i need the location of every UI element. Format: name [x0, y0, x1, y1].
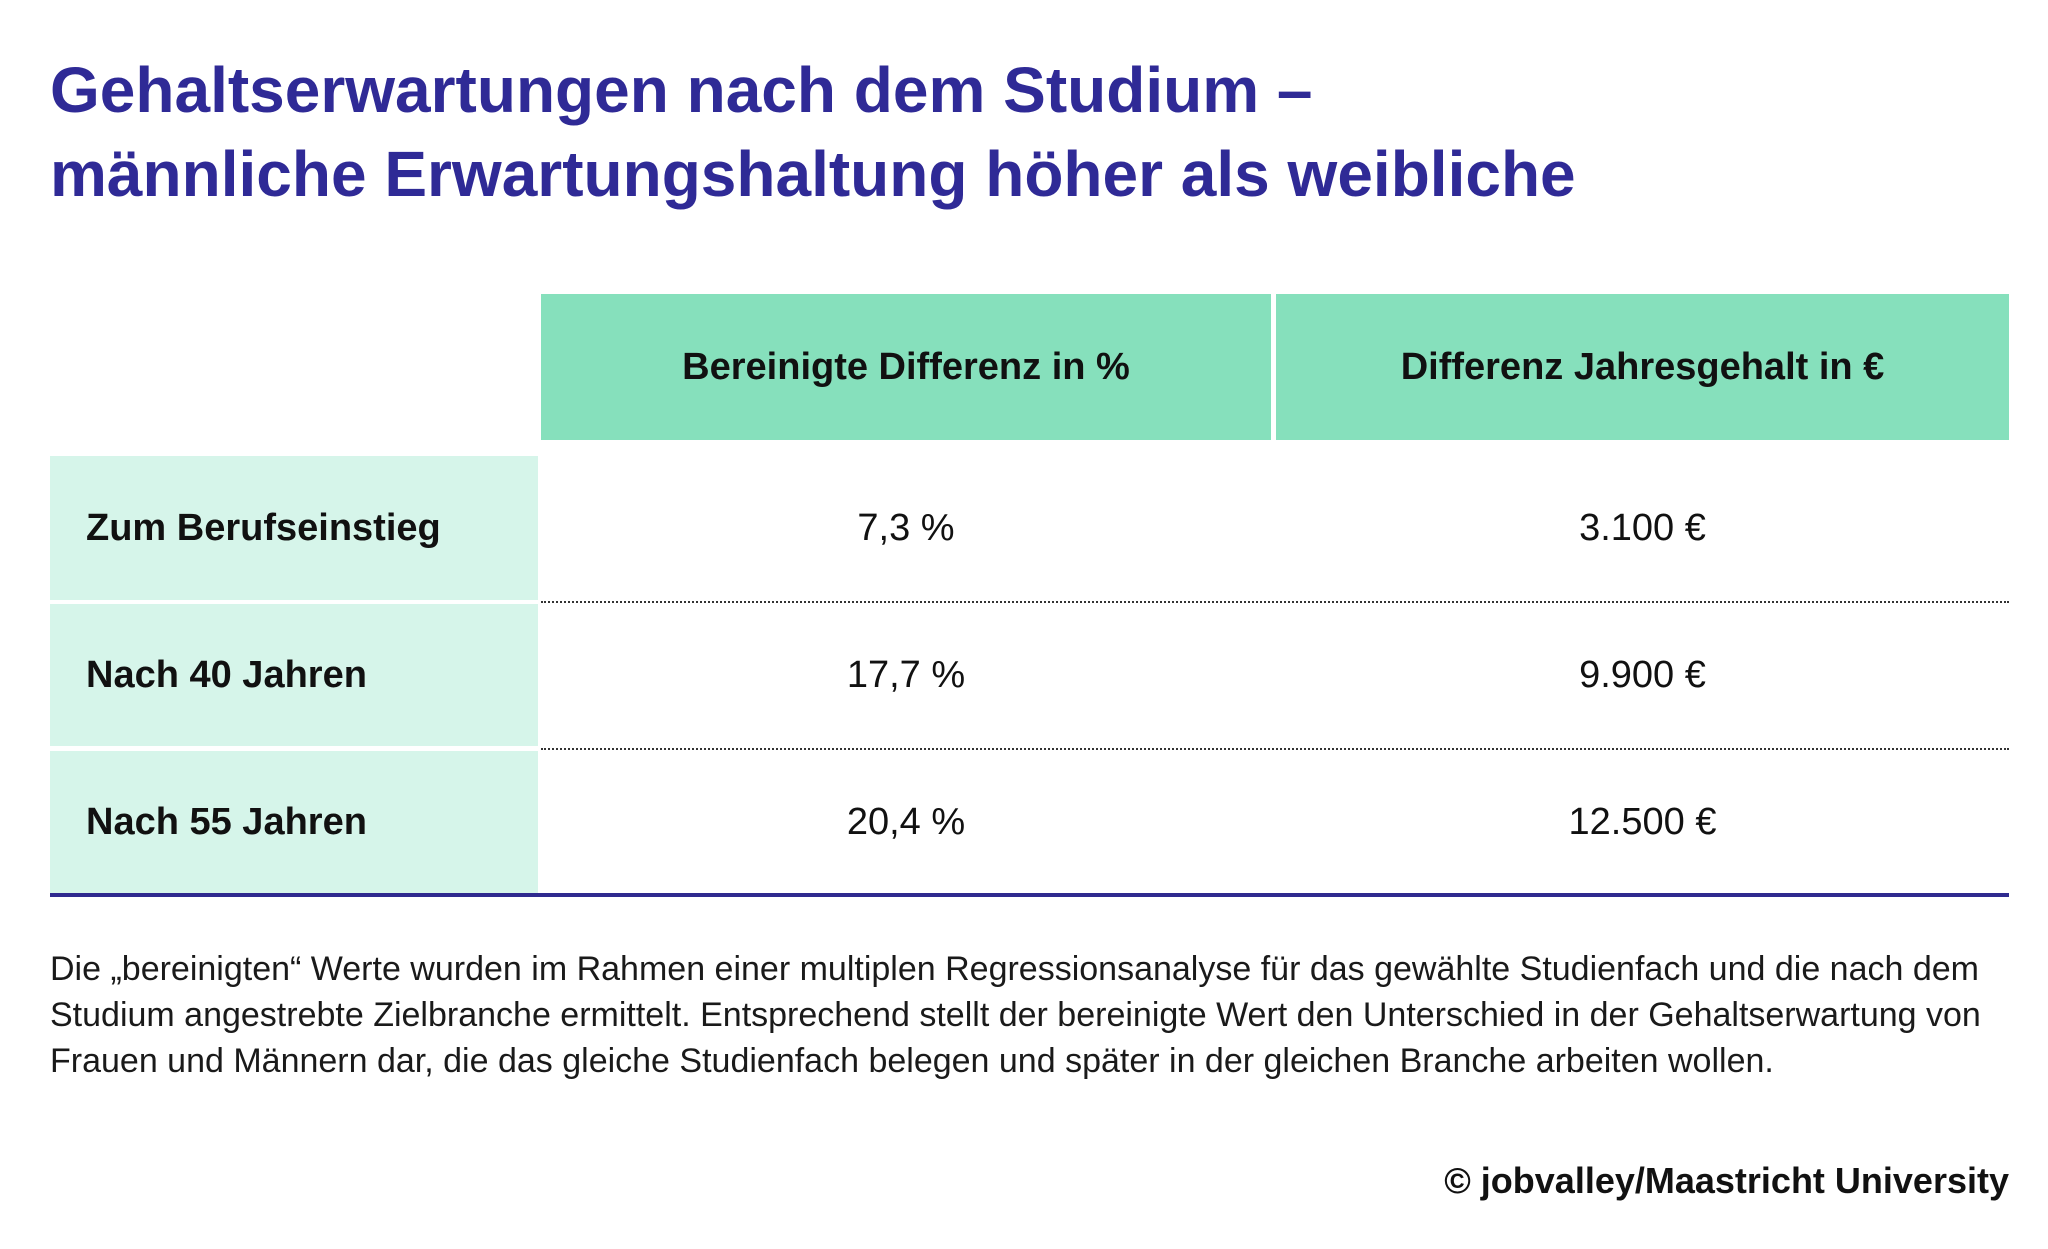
row-label: Zum Berufseinstieg: [50, 456, 538, 600]
percent-cell: 20,4 %: [846, 800, 966, 843]
euro-cell: 3.100 €: [1579, 506, 1706, 549]
euro-cell: 12.500 €: [1568, 800, 1717, 843]
footnote: Die „bereinigten“ Werte wurden im Rahmen…: [50, 950, 1981, 1080]
column-header-percent: Bereinigte Differenz in %: [541, 294, 1271, 440]
percent-cell: 7,3 %: [857, 506, 955, 549]
source-credit: © jobvalley/Maastricht University: [1444, 1160, 2009, 1201]
row-divider: [541, 748, 2009, 750]
percent-cell: 17,7 %: [846, 653, 966, 696]
page-title: Gehaltserwartungen nach dem Studium – mä…: [50, 48, 1576, 216]
euro-cell: 9.900 €: [1579, 653, 1706, 696]
column-header-euro: Differenz Jahresgehalt in €: [1276, 294, 2009, 440]
row-label: Nach 40 Jahren: [50, 604, 538, 746]
table-bottom-rule: [50, 893, 2009, 897]
row-divider: [541, 601, 2009, 603]
title-line-2: männliche Erwartungshaltung höher als we…: [50, 138, 1576, 210]
row-label: Nach 55 Jahren: [50, 751, 538, 893]
title-line-1: Gehaltserwartungen nach dem Studium –: [50, 54, 1313, 126]
